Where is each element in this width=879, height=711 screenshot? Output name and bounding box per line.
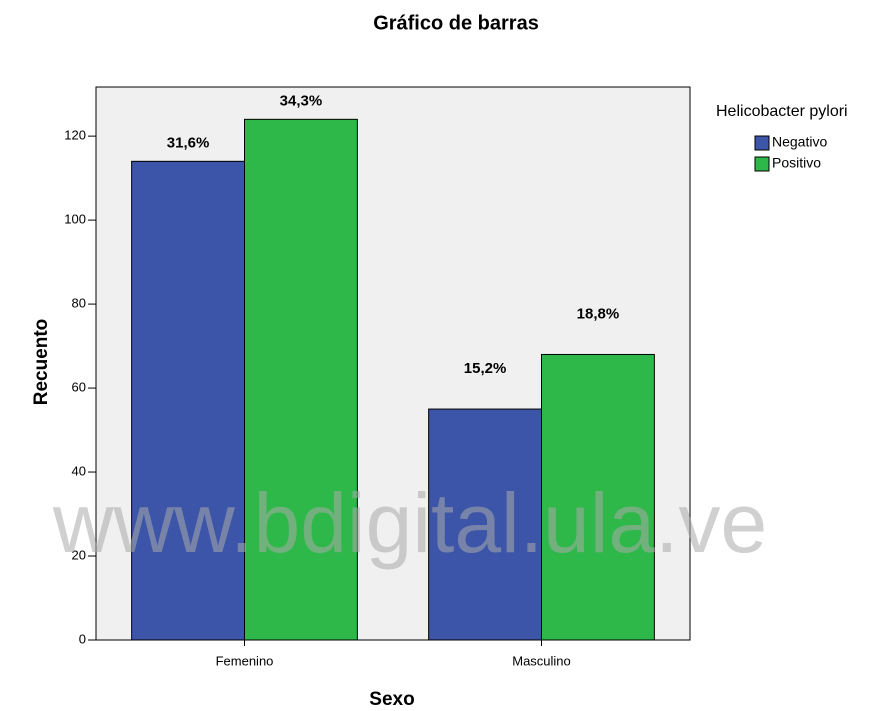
y-tick-label: 60: [72, 380, 86, 395]
y-tick-label: 20: [72, 547, 86, 562]
percent-label: 15,2%: [464, 360, 507, 377]
legend-title: Helicobacter pylori: [716, 103, 848, 120]
y-tick-label: 0: [79, 631, 86, 646]
legend-label: Positivo: [772, 155, 821, 171]
bar: [244, 118, 358, 641]
y-tick-label: 80: [72, 296, 86, 311]
x-tick-label: Femenino: [216, 653, 274, 668]
bar: [131, 160, 245, 641]
x-axis-label: Sexo: [369, 689, 414, 710]
y-axis-label: Recuento: [31, 319, 52, 406]
percent-label: 18,8%: [577, 305, 620, 322]
y-tick-label: 120: [64, 128, 86, 143]
y-tick-label: 40: [72, 463, 86, 478]
percent-label: 31,6%: [167, 134, 210, 151]
percent-label: 34,3%: [280, 92, 323, 109]
legend-swatch: [754, 135, 770, 151]
legend-label: Negativo: [772, 134, 827, 150]
chart-title: Gráfico de barras: [373, 12, 539, 34]
watermark: www.bdigital.ula.ve: [52, 476, 767, 570]
legend-swatch: [754, 156, 770, 172]
x-tick-label: Masculino: [512, 653, 571, 668]
bar: [541, 353, 655, 641]
y-tick-label: 100: [64, 212, 86, 227]
